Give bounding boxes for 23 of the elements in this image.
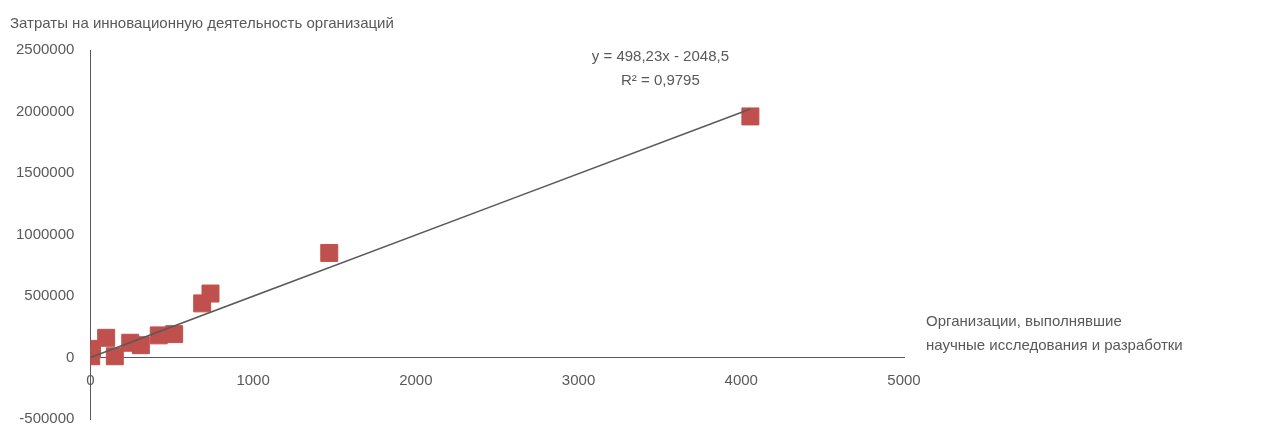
point xyxy=(201,284,220,303)
x-tick-label: 3000 xyxy=(561,370,596,388)
y-tick-label: 0 xyxy=(66,347,75,365)
y-tick-label: 2500000 xyxy=(15,40,75,58)
x-tick-label: 1000 xyxy=(236,370,270,388)
point xyxy=(165,325,184,344)
x-tick-label: 5000 xyxy=(887,370,921,388)
y-tick-label: 500000 xyxy=(24,286,75,304)
point xyxy=(741,107,760,126)
y-tick-label: -500000 xyxy=(19,409,75,427)
point xyxy=(320,243,339,262)
point xyxy=(131,336,150,355)
annotation: R² = 0,9795 xyxy=(620,71,700,89)
y-tick-label: 1000000 xyxy=(15,224,75,242)
x-axis-title: Организации, выполнявшие научные исследования и разработки xyxy=(926,311,1183,353)
x-tick-label: 4000 xyxy=(724,370,758,388)
annotation: y = 498,23x - 2048,5 xyxy=(591,47,729,65)
y-tick-label: 1500000 xyxy=(15,163,75,181)
y-axis-title: Затраты на инновационную деятельность организаций xyxy=(10,13,394,31)
x-tick-label: 2000 xyxy=(399,370,433,388)
y-tick-label: 2000000 xyxy=(15,101,75,119)
point xyxy=(105,347,124,366)
point xyxy=(97,328,116,347)
